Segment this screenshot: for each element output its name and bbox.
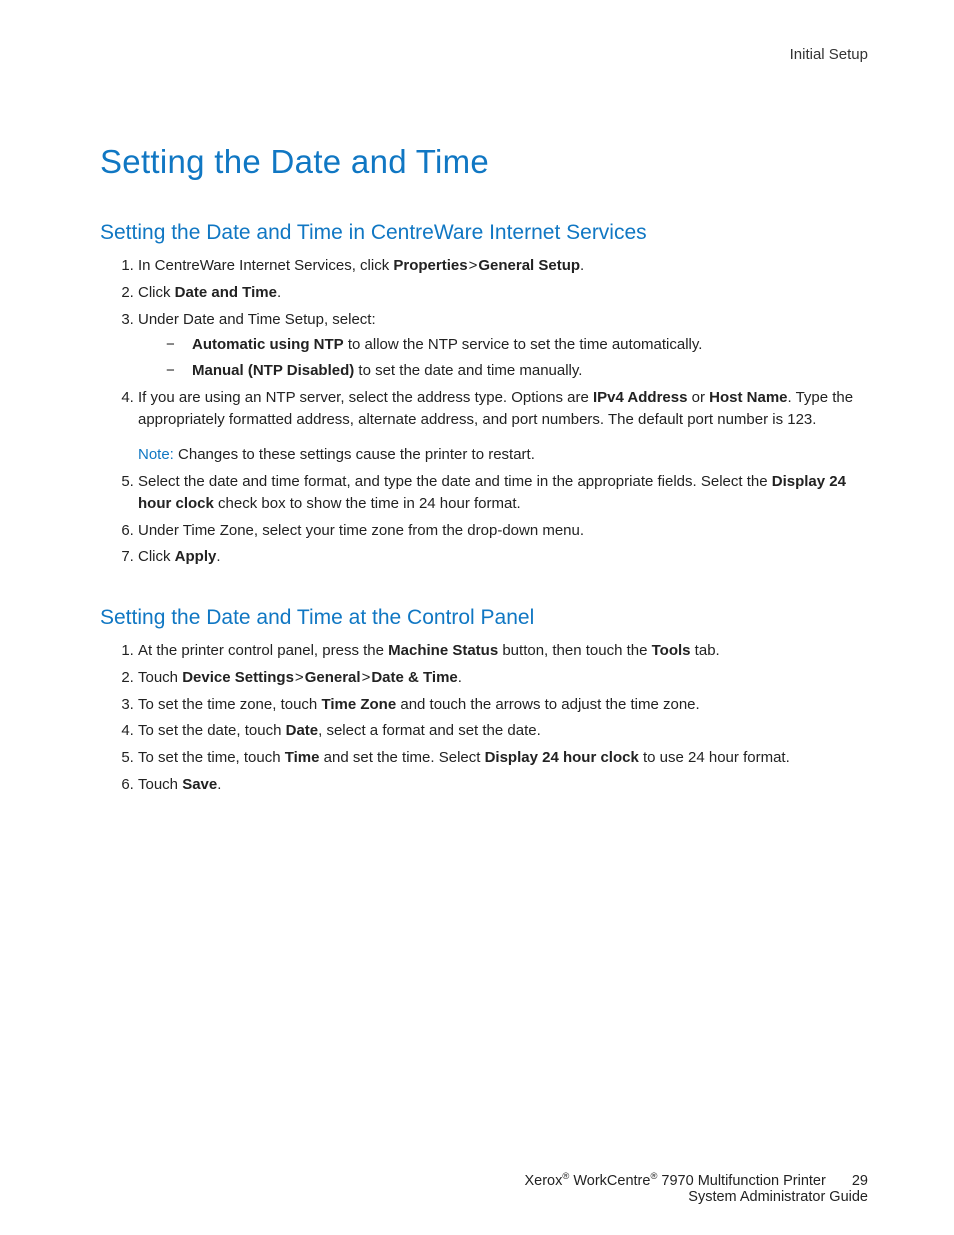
list-item: Under Time Zone, select your time zone f… bbox=[138, 520, 868, 542]
list-item: At the printer control panel, press the … bbox=[138, 640, 868, 662]
page-header: Initial Setup bbox=[100, 46, 868, 63]
page-footer: Xerox® WorkCentre® 7970 Multifunction Pr… bbox=[100, 1170, 868, 1205]
list-item: In CentreWare Internet Services, click P… bbox=[138, 255, 868, 277]
list-item: To set the date, touch Date, select a fo… bbox=[138, 720, 868, 742]
list-item: Under Date and Time Setup, select:Automa… bbox=[138, 309, 868, 382]
sub-list-item: Manual (NTP Disabled) to set the date an… bbox=[166, 360, 868, 382]
page-title: Setting the Date and Time bbox=[100, 143, 868, 181]
content-body: Setting the Date and Time in CentreWare … bbox=[100, 221, 868, 834]
ordered-list: In CentreWare Internet Services, click P… bbox=[100, 255, 868, 568]
sub-list-item: Automatic using NTP to allow the NTP ser… bbox=[166, 334, 868, 356]
list-item: Touch Device Settings>General>Date & Tim… bbox=[138, 667, 868, 689]
sub-list: Automatic using NTP to allow the NTP ser… bbox=[166, 334, 868, 382]
list-item: Touch Save. bbox=[138, 774, 868, 796]
list-item: Click Date and Time. bbox=[138, 282, 868, 304]
section-heading: Setting the Date and Time in CentreWare … bbox=[100, 221, 868, 245]
note: Note: Changes to these settings cause th… bbox=[138, 444, 868, 466]
list-item: Click Apply. bbox=[138, 546, 868, 568]
page-number: 29 bbox=[852, 1173, 868, 1189]
ordered-list: At the printer control panel, press the … bbox=[100, 640, 868, 796]
list-item: To set the time, touch Time and set the … bbox=[138, 747, 868, 769]
section-heading: Setting the Date and Time at the Control… bbox=[100, 606, 868, 630]
document-page: Initial Setup Setting the Date and Time … bbox=[0, 0, 954, 1235]
footer-subtitle: System Administrator Guide bbox=[100, 1189, 868, 1205]
footer-brand: Xerox® WorkCentre® 7970 Multifunction Pr… bbox=[524, 1173, 825, 1189]
list-item: Select the date and time format, and typ… bbox=[138, 471, 868, 515]
list-item: To set the time zone, touch Time Zone an… bbox=[138, 694, 868, 716]
list-item: If you are using an NTP server, select t… bbox=[138, 387, 868, 466]
